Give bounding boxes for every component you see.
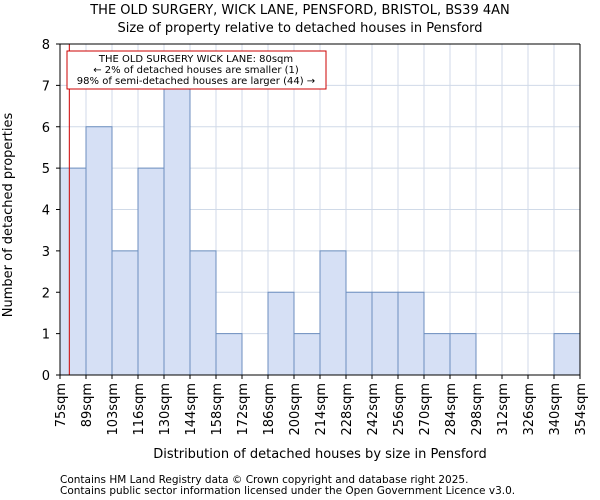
- chart-title-line1: THE OLD SURGERY, WICK LANE, PENSFORD, BR…: [89, 3, 510, 18]
- x-tick-label: 214sqm: [314, 383, 329, 436]
- bar-200sqm: [293, 333, 321, 376]
- bar-214sqm: [319, 250, 347, 376]
- y-ticks: 0 1 2 3 4 5 6 7 8: [42, 38, 60, 384]
- y-axis-label: Number of detached properties: [1, 113, 16, 318]
- bar-103sqm: [111, 250, 139, 376]
- x-tick-label: 340sqm: [548, 383, 563, 436]
- x-tick-label: 312sqm: [496, 383, 511, 436]
- y-tick-label: 4: [42, 204, 50, 219]
- x-tick-label: 284sqm: [444, 383, 459, 436]
- bar-144sqm: [189, 250, 217, 376]
- bars: [59, 84, 581, 376]
- bar-130sqm: [163, 84, 191, 376]
- x-tick-label: 103sqm: [106, 383, 121, 436]
- annotation-box: THE OLD SURGERY WICK LANE: 80sqm ← 2% of…: [66, 50, 327, 90]
- bar-89sqm: [85, 126, 113, 376]
- annotation-line1: THE OLD SURGERY WICK LANE: 80sqm: [98, 54, 293, 65]
- x-axis-label: Distribution of detached houses by size …: [153, 447, 487, 462]
- annotation-line3: 98% of semi-detached houses are larger (…: [77, 76, 315, 87]
- x-tick-label: 298sqm: [470, 383, 485, 436]
- bar-116sqm: [137, 167, 165, 376]
- bar-340sqm: [553, 333, 581, 376]
- bar-270sqm: [423, 333, 451, 376]
- bar-242sqm: [371, 291, 399, 376]
- x-tick-label: 270sqm: [418, 383, 433, 436]
- x-tick-label: 354sqm: [574, 383, 589, 436]
- y-tick-label: 8: [42, 38, 50, 53]
- x-tick-label: 75sqm: [54, 383, 69, 427]
- x-tick-label: 256sqm: [392, 383, 407, 436]
- bar-228sqm: [345, 291, 373, 376]
- y-tick-label: 6: [42, 121, 50, 136]
- x-tick-label: 326sqm: [522, 383, 537, 436]
- bar-256sqm: [397, 291, 425, 376]
- y-tick-label: 0: [42, 369, 50, 384]
- y-tick-label: 7: [42, 79, 50, 94]
- x-tick-label: 89sqm: [80, 383, 95, 427]
- x-tick-label: 130sqm: [158, 383, 173, 436]
- bar-75sqm: [59, 167, 87, 376]
- x-ticks: 75sqm 89sqm 103sqm 116sqm 130sqm 144sqm 158sqm…: [54, 375, 589, 436]
- x-tick-label: 242sqm: [366, 383, 381, 436]
- footer-line2: Contains public sector information licen…: [60, 485, 515, 497]
- footer-line1: Contains HM Land Registry data © Crown c…: [60, 474, 468, 486]
- x-tick-label: 158sqm: [210, 383, 225, 436]
- y-tick-label: 1: [42, 328, 50, 343]
- y-tick-label: 2: [42, 286, 50, 301]
- y-tick-label: 5: [42, 162, 50, 177]
- bar-158sqm: [215, 333, 243, 376]
- x-tick-label: 186sqm: [262, 383, 277, 436]
- chart-title-line2: Size of property relative to detached ho…: [117, 21, 482, 36]
- annotation-line2: ← 2% of detached houses are smaller (1): [93, 65, 299, 76]
- x-tick-label: 116sqm: [132, 383, 147, 436]
- x-tick-label: 172sqm: [236, 383, 251, 436]
- x-tick-label: 200sqm: [288, 383, 303, 436]
- y-tick-label: 3: [42, 245, 50, 260]
- bar-284sqm: [449, 333, 477, 376]
- x-tick-label: 228sqm: [340, 383, 355, 436]
- x-tick-label: 144sqm: [184, 383, 199, 436]
- bar-186sqm: [267, 291, 295, 376]
